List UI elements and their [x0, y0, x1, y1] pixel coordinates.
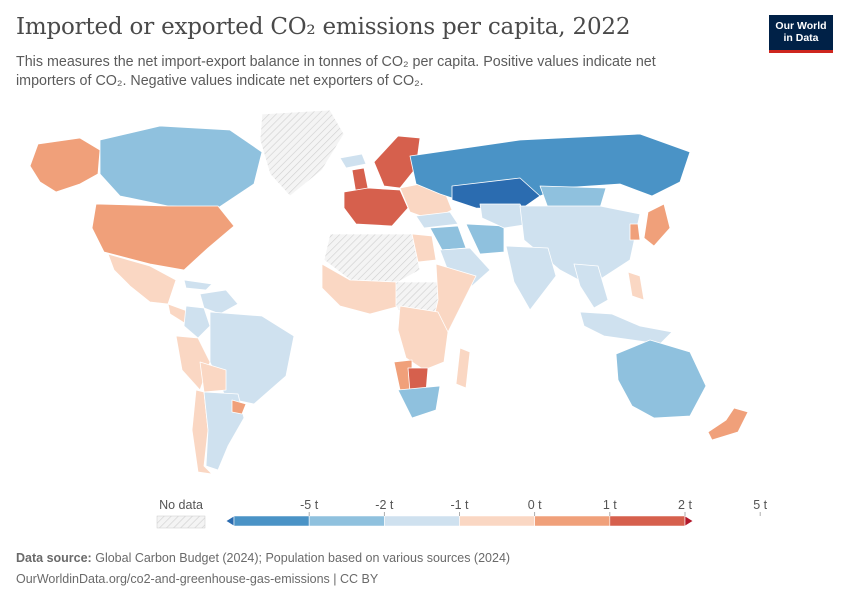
region-greenland[interactable]	[259, 109, 345, 197]
no-data-label: No data	[159, 498, 203, 512]
region-uruguay[interactable]	[231, 399, 247, 415]
region-southern-africa[interactable]	[397, 305, 449, 371]
region-west-africa[interactable]	[321, 263, 401, 315]
legend-bin[interactable]	[233, 515, 310, 527]
region-korea[interactable]	[629, 223, 641, 241]
world-map[interactable]	[0, 100, 850, 500]
region-canada[interactable]	[99, 125, 263, 209]
legend-tick-label: -2 t	[375, 498, 394, 512]
region-middle-east[interactable]	[429, 225, 467, 251]
legend-tick-label: 0 t	[528, 498, 542, 512]
region-central-asia[interactable]	[479, 203, 531, 229]
region-china[interactable]	[519, 205, 641, 287]
region-colombia[interactable]	[183, 305, 211, 339]
world-map-svg	[29, 109, 749, 475]
region-bolivia[interactable]	[199, 361, 227, 393]
region-egypt[interactable]	[411, 233, 437, 263]
region-japan[interactable]	[643, 203, 671, 247]
region-iceland[interactable]	[339, 153, 367, 169]
region-mongolia[interactable]	[539, 185, 607, 209]
footer: Data source: Global Carbon Budget (2024)…	[16, 548, 510, 590]
legend-tick-label: 5 t	[753, 498, 767, 512]
region-madagascar[interactable]	[455, 347, 471, 389]
source-url-link[interactable]: OurWorldinData.org/co2-and-greenhouse-ga…	[16, 572, 379, 586]
region-iran[interactable]	[465, 223, 505, 255]
region-cuba[interactable]	[183, 279, 213, 291]
owid-logo-text: Our World in Data	[775, 20, 827, 44]
chart-subtitle: This measures the net import-export bala…	[16, 54, 656, 89]
legend-bin[interactable]	[459, 515, 535, 527]
region-turkey[interactable]	[415, 211, 459, 229]
legend-svg: No data -5 t -2 t -1 t 0 t 1 t 2 t 5 t	[156, 498, 768, 529]
legend-bin[interactable]	[609, 515, 686, 527]
region-western-europe[interactable]	[343, 187, 409, 227]
region-alaska[interactable]	[29, 137, 101, 193]
owid-logo[interactable]: Our World in Data	[769, 15, 833, 53]
legend-bin[interactable]	[534, 515, 611, 527]
color-legend: No data -5 t -2 t -1 t 0 t 1 t 2 t 5 t	[0, 496, 850, 536]
region-india[interactable]	[505, 245, 557, 311]
legend-bin[interactable]	[308, 515, 385, 527]
region-indonesia[interactable]	[579, 311, 673, 345]
region-united-states[interactable]	[91, 203, 235, 271]
region-venezuela[interactable]	[199, 289, 239, 315]
legend-bin[interactable]	[225, 515, 235, 527]
no-data-swatch	[156, 515, 206, 529]
legend-tick-label: -1 t	[450, 498, 469, 512]
region-philippines[interactable]	[627, 271, 645, 301]
region-mexico[interactable]	[107, 253, 177, 305]
region-southeast-asia[interactable]	[573, 263, 609, 309]
chart-title: Imported or exported CO₂ emissions per c…	[16, 14, 631, 40]
region-australia[interactable]	[615, 339, 707, 419]
legend-tick-label: 2 t	[678, 498, 692, 512]
data-source-text: Global Carbon Budget (2024); Population …	[95, 551, 511, 565]
data-source-label: Data source:	[16, 551, 92, 565]
legend-bin[interactable]	[684, 515, 694, 527]
data-source-line: Data source: Global Carbon Budget (2024)…	[16, 548, 510, 569]
legend-tick-label: 1 t	[603, 498, 617, 512]
legend-tick-label: -5 t	[300, 498, 319, 512]
region-new-zealand[interactable]	[707, 407, 749, 441]
region-south-africa[interactable]	[397, 385, 441, 419]
legend-bin[interactable]	[384, 515, 460, 527]
